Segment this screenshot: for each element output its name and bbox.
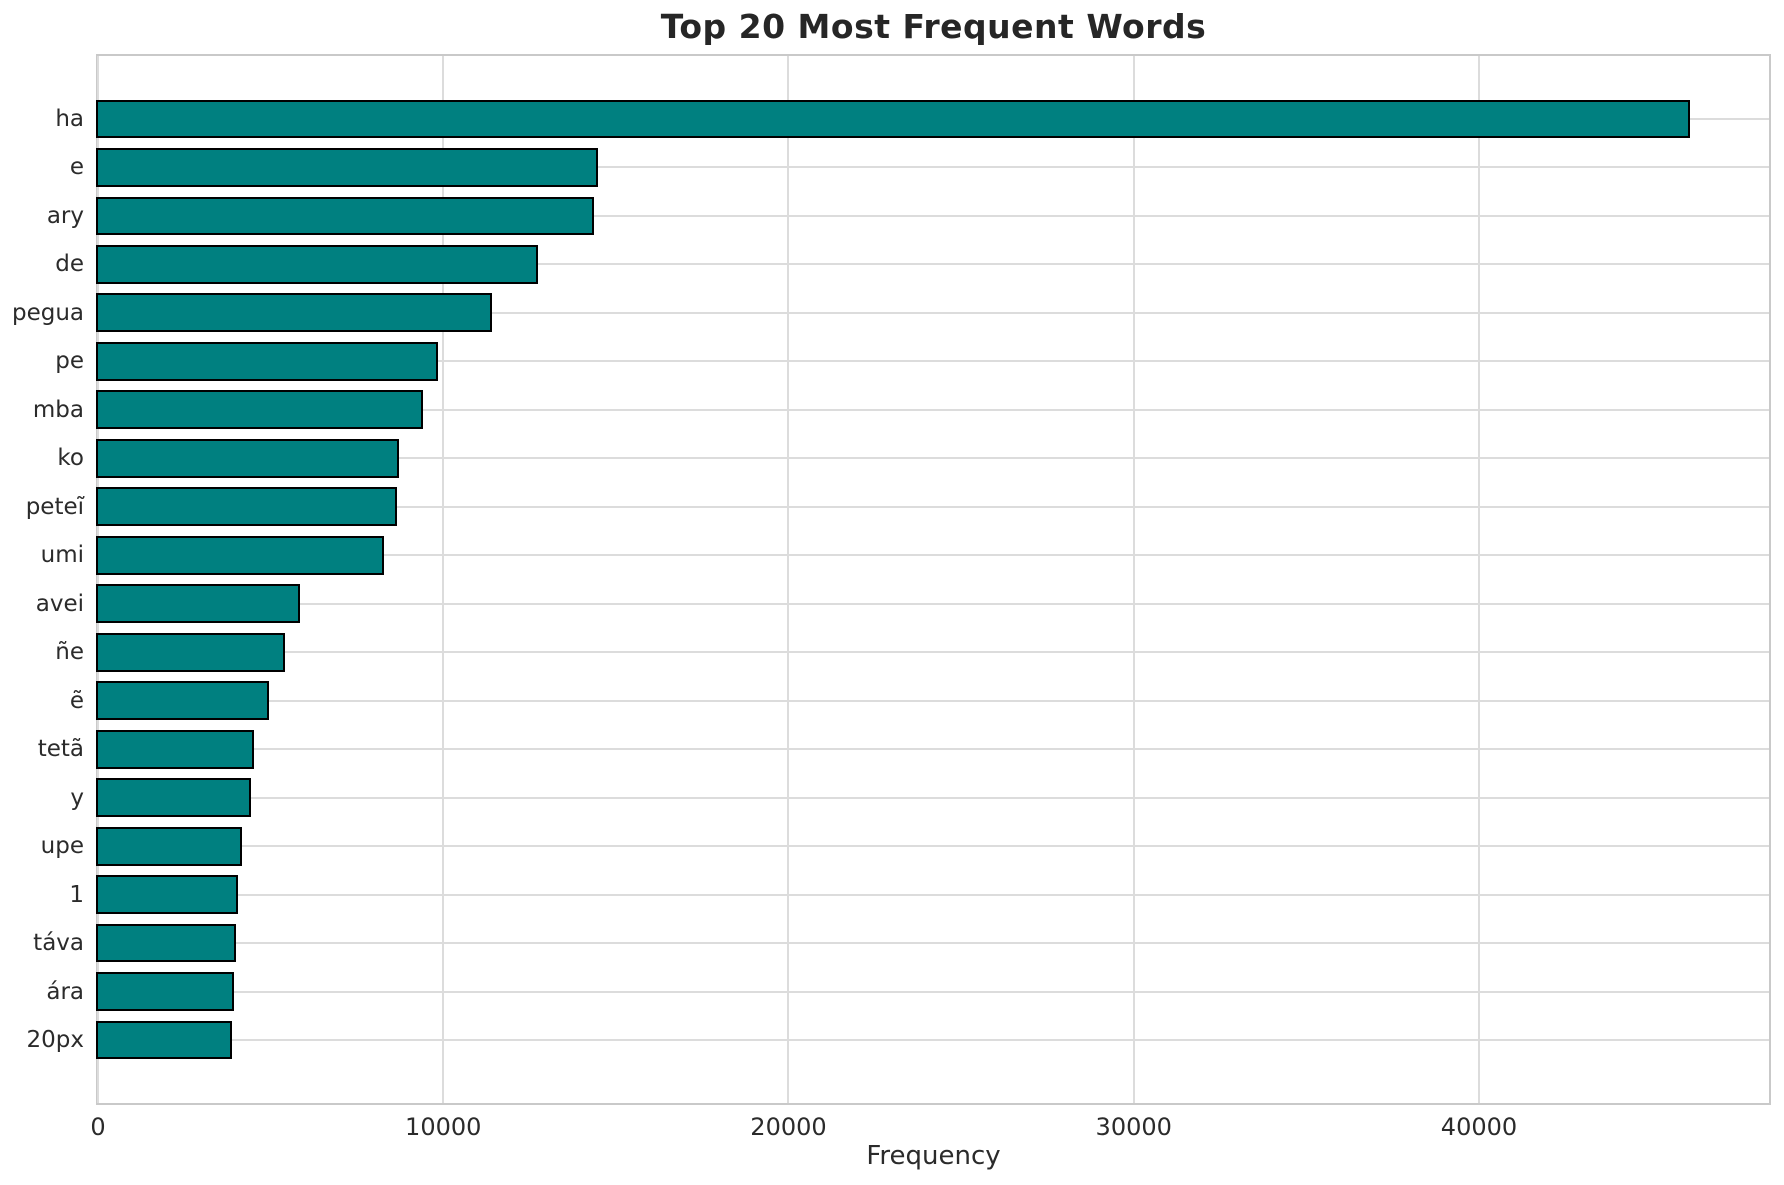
- bar-20px: [96, 1020, 232, 1060]
- plot-area: [96, 54, 1771, 1105]
- grid-line-horizontal: [98, 845, 1769, 848]
- y-tick-label: upe: [40, 833, 84, 860]
- bar-tetã: [96, 729, 255, 769]
- bar-umi: [96, 535, 385, 575]
- grid-line-horizontal: [98, 602, 1769, 605]
- grid-line-vertical: [97, 56, 99, 1103]
- bar-de: [96, 245, 538, 284]
- grid-line-horizontal: [98, 651, 1769, 654]
- grid-line-horizontal: [98, 214, 1769, 217]
- bar-ary: [96, 196, 594, 236]
- grid-line-horizontal: [98, 263, 1769, 266]
- bar-ẽ: [96, 681, 270, 721]
- y-tick-label: y: [70, 784, 84, 811]
- grid-line-horizontal: [98, 311, 1769, 314]
- bar-upe: [96, 826, 243, 866]
- bar-y: [96, 778, 251, 818]
- grid-line-horizontal: [98, 408, 1769, 411]
- y-tick-label: e: [69, 154, 84, 181]
- x-tick-label: 30000: [1095, 1113, 1172, 1141]
- bar-1: [96, 875, 238, 914]
- bar-avei: [96, 584, 300, 624]
- bar-ko: [96, 438, 400, 478]
- grid-line-horizontal: [98, 748, 1769, 751]
- y-tick-label: 20px: [26, 1027, 84, 1053]
- x-axis-label: Frequency: [866, 1141, 1001, 1171]
- grid-line-horizontal: [98, 893, 1769, 896]
- bar-ñe: [96, 632, 285, 672]
- grid-line-vertical: [1132, 56, 1135, 1103]
- y-tick-label: peteĩ: [25, 493, 84, 520]
- grid-line-horizontal: [98, 990, 1769, 993]
- bar-ha: [96, 99, 1690, 139]
- grid-line-horizontal: [98, 505, 1769, 508]
- y-tick-label: pegua: [11, 299, 84, 326]
- x-tick-label: 40000: [1440, 1113, 1518, 1141]
- y-tick-label: ha: [55, 106, 84, 132]
- x-tick-label: 0: [90, 1113, 106, 1141]
- grid-line-horizontal: [98, 1039, 1769, 1041]
- grid-line-vertical: [1477, 56, 1480, 1103]
- grid-line-horizontal: [98, 360, 1769, 363]
- y-tick-label: de: [55, 251, 84, 278]
- grid-line-horizontal: [98, 554, 1769, 557]
- y-tick-label: ñe: [55, 639, 84, 666]
- y-tick-label: avei: [35, 590, 84, 617]
- bar-mba: [96, 390, 423, 430]
- grid-line-horizontal: [98, 699, 1769, 702]
- y-tick-label: umi: [40, 542, 84, 569]
- x-tick-label: 20000: [750, 1113, 827, 1141]
- y-tick-label: ára: [46, 978, 84, 1005]
- grid-line-horizontal: [98, 457, 1769, 460]
- bar-ára: [96, 972, 235, 1011]
- bar-pegua: [96, 293, 492, 333]
- grid-line-horizontal: [98, 796, 1769, 799]
- y-tick-label: pe: [55, 348, 84, 375]
- grid-line-horizontal: [98, 166, 1769, 169]
- bar-peteĩ: [96, 487, 398, 527]
- grid-line-horizontal: [98, 942, 1769, 945]
- bar-táva: [96, 923, 237, 963]
- y-tick-label: tetã: [37, 736, 84, 763]
- bar-e: [96, 148, 598, 187]
- y-tick-label: 1: [69, 881, 84, 908]
- y-tick-label: ẽ: [69, 687, 84, 714]
- x-tick-label: 10000: [405, 1113, 482, 1141]
- bar-pe: [96, 341, 438, 381]
- grid-line-vertical: [442, 56, 445, 1103]
- y-tick-label: mba: [32, 396, 84, 423]
- grid-line-vertical: [787, 56, 790, 1103]
- y-tick-label: táva: [33, 930, 84, 957]
- chart-title: Top 20 Most Frequent Words: [660, 7, 1207, 46]
- y-tick-label: ko: [57, 445, 84, 472]
- y-tick-label: ary: [46, 202, 84, 229]
